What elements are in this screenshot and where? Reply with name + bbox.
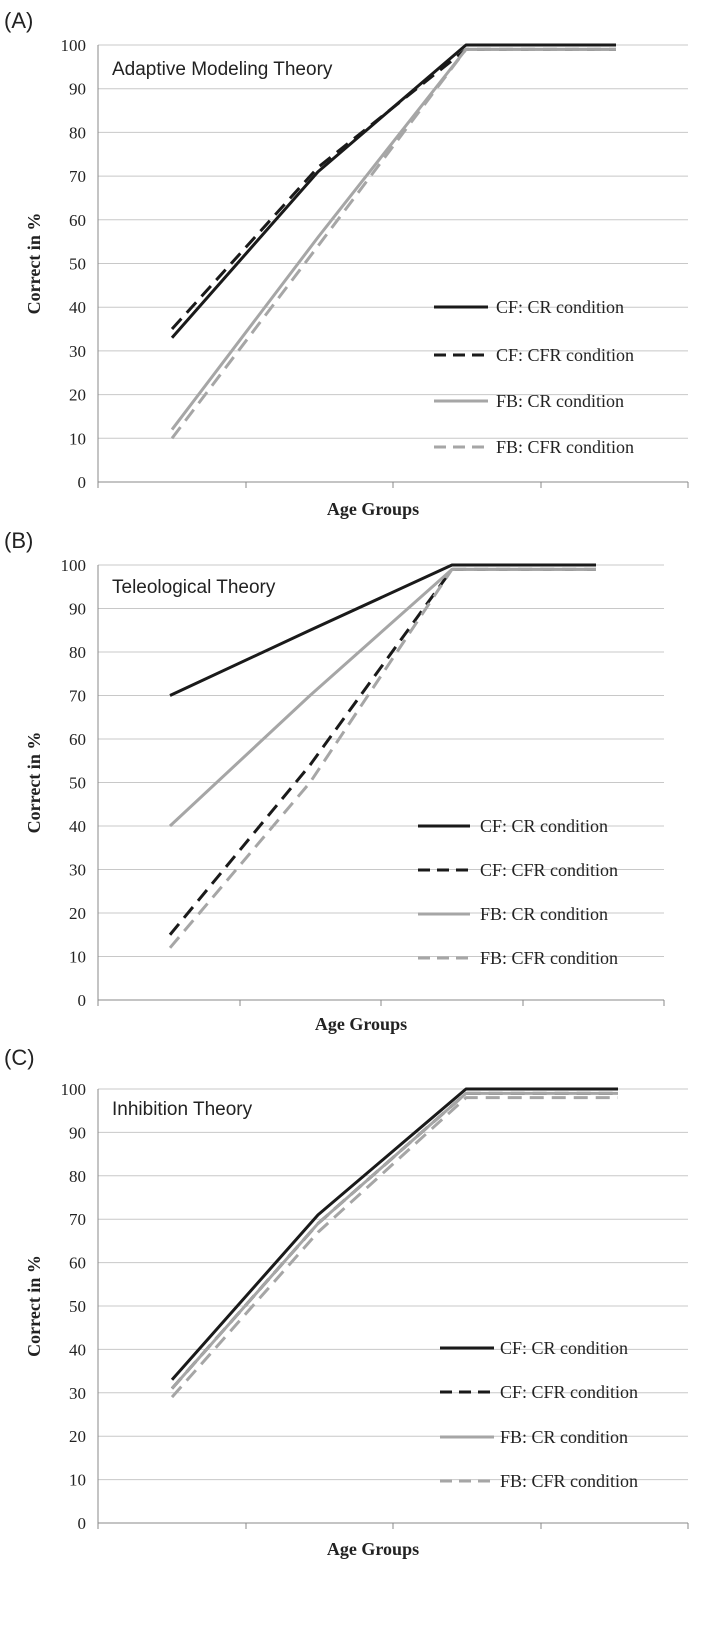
chart-3-legend-label-2: CF: CFR condition xyxy=(500,1382,638,1402)
chart-3-y-tick-label: 100 xyxy=(61,1080,87,1099)
chart-1-y-axis-title: Correct in % xyxy=(24,213,44,315)
chart-1-legend-label-4: FB: CFR condition xyxy=(496,437,634,457)
chart-2-y-tick-label: 70 xyxy=(69,687,86,706)
chart-3-legend-label-1: CF: CR condition xyxy=(500,1338,628,1358)
chart-1-series-4-line xyxy=(170,47,616,440)
chart-2-y-axis-title: Correct in % xyxy=(24,732,44,834)
chart-3-panel-label: (C) xyxy=(4,1045,35,1070)
chart-2-y-tick-label: 90 xyxy=(69,600,86,619)
chart-2-y-tick-label: 50 xyxy=(69,774,86,793)
chart-2-y-tick-label: 100 xyxy=(61,556,87,575)
chart-1-legend-label-2: CF: CFR condition xyxy=(496,345,634,365)
chart-1-y-tick-label: 0 xyxy=(78,473,87,492)
chart-1-y-tick-label: 60 xyxy=(69,211,86,230)
chart-2-panel-label: (B) xyxy=(4,528,33,553)
chart-3-x-axis-title: Age Groups xyxy=(327,1539,419,1559)
chart-3-y-tick-label: 50 xyxy=(69,1297,86,1316)
chart-1-y-tick-label: 100 xyxy=(61,36,87,55)
chart-1-title: Adaptive Modeling Theory xyxy=(112,59,333,80)
chart-2-y-tick-label: 80 xyxy=(69,643,86,662)
chart-1-y-tick-label: 50 xyxy=(69,255,86,274)
chart-2-legend-label-2: CF: CFR condition xyxy=(480,860,618,880)
chart-3-legend-label-4: FB: CFR condition xyxy=(500,1471,638,1491)
chart-1-y-tick-label: 80 xyxy=(69,123,86,142)
chart-3-title: Inhibition Theory xyxy=(112,1099,253,1120)
chart-1-y-tick-label: 20 xyxy=(69,386,86,405)
chart-2-title: Teleological Theory xyxy=(112,577,276,598)
chart-3-y-tick-label: 0 xyxy=(78,1514,87,1533)
chart-1-group: (A) 0 10 20 30 40 50 60 70 80 90 100 Age Groups Corre… xyxy=(4,8,689,519)
chart-2-series-4-line xyxy=(168,567,596,949)
chart-2-y-tick-label: 30 xyxy=(69,861,86,880)
chart-1-legend-label-3: FB: CR condition xyxy=(496,391,624,411)
chart-2-y-tick-label: 60 xyxy=(69,730,86,749)
chart-1-y-tick-label: 10 xyxy=(69,429,86,448)
chart-2-series-3-line xyxy=(168,567,596,828)
chart-1-series-2-line xyxy=(170,47,616,331)
chart-1-y-tick-label: 30 xyxy=(69,342,86,361)
chart-1-y-tick-label: 40 xyxy=(69,298,86,317)
chart-1-y-tick-label: 90 xyxy=(69,80,86,99)
chart-3-y-tick-label: 40 xyxy=(69,1340,86,1359)
chart-2-y-tick-label: 40 xyxy=(69,817,86,836)
chart-3-legend-label-3: FB: CR condition xyxy=(500,1427,628,1447)
chart-2-x-axis-title: Age Groups xyxy=(315,1014,407,1034)
chart-3-y-tick-label: 10 xyxy=(69,1471,86,1490)
chart-2-legend-label-3: FB: CR condition xyxy=(480,904,608,924)
chart-3-y-tick-label: 20 xyxy=(69,1427,86,1446)
chart-3-series-3-line xyxy=(170,1091,618,1390)
chart-3-series-1-line xyxy=(170,1087,618,1381)
chart-1-legend-label-1: CF: CR condition xyxy=(496,297,624,317)
chart-1-x-axis-title: Age Groups xyxy=(327,499,419,519)
chart-2-y-tick-label: 10 xyxy=(69,948,86,967)
chart-2-group: (B) 0 10 20 30 40 50 60 70 80 90 100 Age Groups Corre… xyxy=(4,528,665,1034)
chart-1-panel-label: (A) xyxy=(4,8,33,33)
chart-3-y-tick-label: 90 xyxy=(69,1123,86,1142)
chart-1-y-tick-label: 70 xyxy=(69,167,86,186)
chart-3-y-tick-label: 30 xyxy=(69,1384,86,1403)
chart-3-y-tick-label: 80 xyxy=(69,1167,86,1186)
chart-3-y-tick-label: 60 xyxy=(69,1254,86,1273)
chart-2-legend-label-1: CF: CR condition xyxy=(480,816,608,836)
chart-2-series-1-line xyxy=(169,563,596,697)
chart-2-y-tick-label: 20 xyxy=(69,904,86,923)
chart-2-y-tick-label: 0 xyxy=(78,991,87,1010)
chart-3-series-4-line xyxy=(170,1096,618,1399)
chart-3-y-tick-label: 70 xyxy=(69,1210,86,1229)
chart-3-group: (C) 0 10 20 30 40 50 60 70 80 90 100 Age Groups Corre… xyxy=(4,1045,689,1559)
chart-2-legend-label-4: FB: CFR condition xyxy=(480,948,618,968)
chart-3-y-axis-title: Correct in % xyxy=(24,1255,44,1357)
